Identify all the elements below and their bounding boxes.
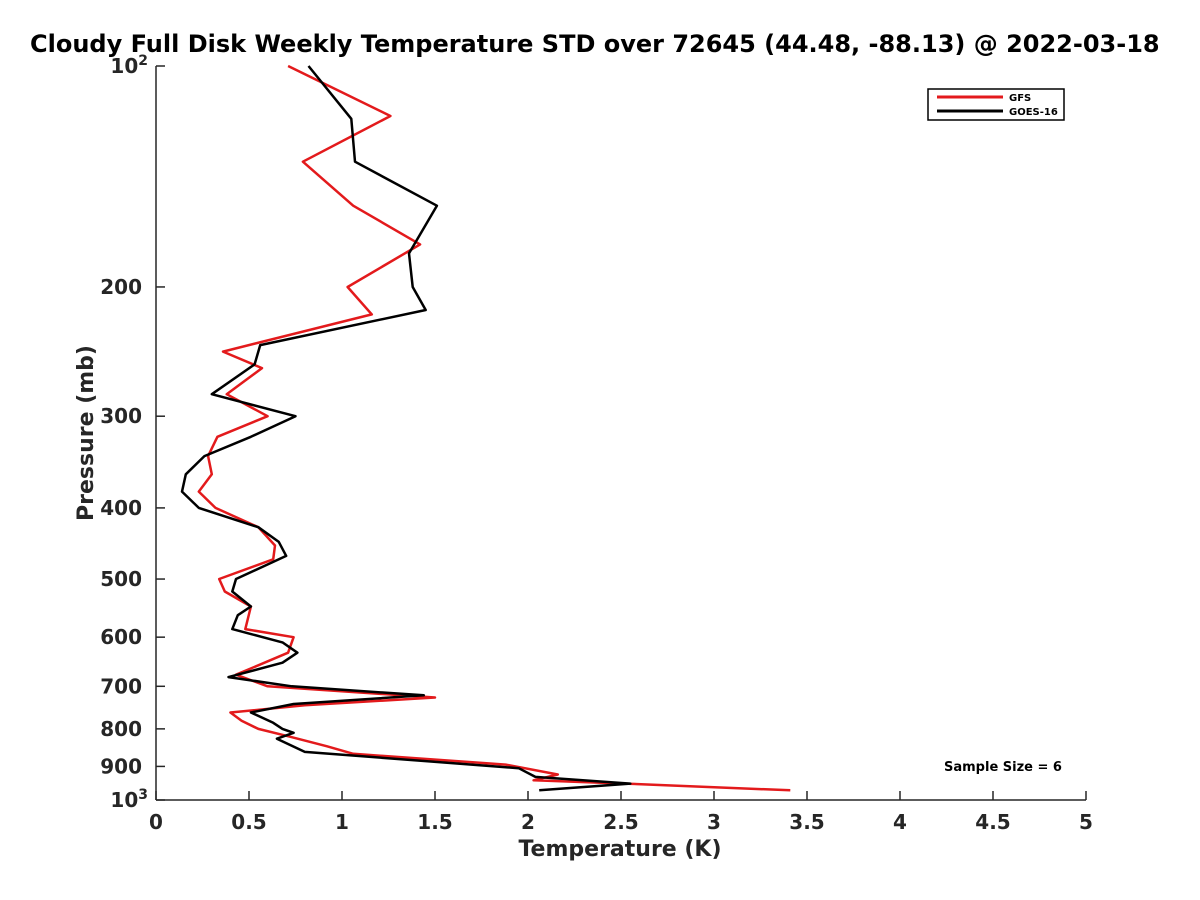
y-tick-label: 300 (100, 404, 142, 428)
x-tick-label: 4 (893, 810, 907, 834)
y-tick-label: 900 (100, 754, 142, 778)
x-tick-label: 1 (335, 810, 349, 834)
x-tick-label: 3.5 (789, 810, 824, 834)
y-tick-label: 103 (110, 787, 148, 812)
chart-title: Cloudy Full Disk Weekly Temperature STD … (30, 30, 1160, 58)
series-line-goes16 (180, 65, 632, 792)
legend-box (927, 88, 1065, 121)
y-axis-ticks: 102 200 300 400 500 600 700 800 900 103 (100, 53, 165, 812)
x-tick-label: 2.5 (603, 810, 638, 834)
y-tick-label: 500 (100, 567, 142, 591)
x-tick-label: 2 (521, 810, 535, 834)
y-axis-label: Pressure (mb) (74, 345, 99, 521)
series-layer (180, 64, 791, 792)
y-tick-label: 700 (100, 674, 142, 698)
sample-size-annotation: Sample Size = 6 (944, 760, 1062, 775)
legend-label-goes16: GOES-16 (1009, 107, 1058, 118)
x-tick-label: 0.5 (231, 810, 266, 834)
x-tick-label: 3 (707, 810, 721, 834)
legend: GFS GOES-16 (927, 88, 1065, 121)
x-axis-label: Temperature (K) (518, 837, 721, 862)
y-tick-label: 400 (100, 496, 142, 520)
series-line-gfs (197, 64, 791, 792)
x-tick-label: 5 (1079, 810, 1093, 834)
legend-label-gfs: GFS (1009, 93, 1031, 104)
y-tick-label: 600 (100, 625, 142, 649)
x-tick-label: 0 (149, 810, 163, 834)
y-tick-label: 800 (100, 717, 142, 741)
x-axis-ticks: 0 0.5 1 1.5 2 2.5 3 3.5 4 4.5 5 (149, 791, 1093, 834)
plot-frame (155, 66, 1086, 801)
x-tick-label: 4.5 (975, 810, 1010, 834)
y-tick-label: 102 (110, 53, 148, 78)
x-tick-label: 1.5 (417, 810, 452, 834)
y-tick-label: 200 (100, 275, 142, 299)
